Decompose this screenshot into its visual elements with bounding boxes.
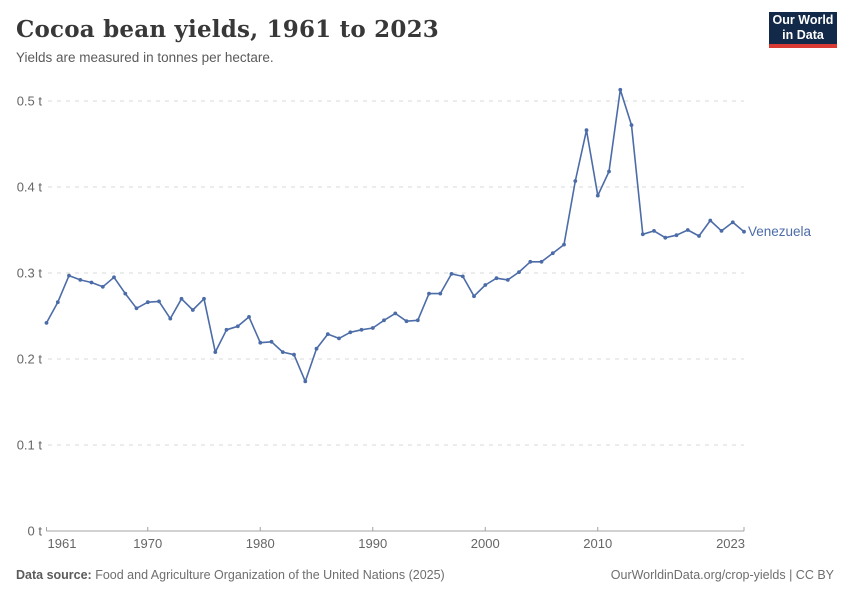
data-point-1962[interactable] [55, 300, 60, 305]
data-point-2022[interactable] [730, 220, 735, 225]
data-point-2019[interactable] [697, 234, 701, 238]
owid-logo-line1: Our World [772, 13, 834, 27]
data-point-2017[interactable] [674, 233, 679, 238]
data-point-1976[interactable] [213, 350, 218, 354]
data-point-1965[interactable] [89, 280, 94, 285]
y-tick-label-0.3t: 0.3 t [17, 266, 43, 281]
data-point-2007[interactable] [562, 242, 566, 247]
data-source-note: Data source: Food and Agriculture Organi… [16, 568, 445, 582]
data-point-1970[interactable] [145, 300, 150, 305]
data-point-1987[interactable] [337, 336, 341, 341]
x-tick-label-1970: 1970 [133, 536, 162, 551]
data-point-1964[interactable] [78, 278, 83, 282]
data-point-1997[interactable] [449, 272, 454, 276]
data-point-1982[interactable] [280, 350, 285, 354]
x-tick-label-1961: 1961 [48, 536, 77, 551]
data-point-1975[interactable] [202, 296, 206, 301]
data-point-2010[interactable] [595, 193, 600, 198]
data-point-1991[interactable] [382, 318, 386, 323]
data-point-1963[interactable] [67, 273, 71, 278]
data-point-1980[interactable] [258, 340, 263, 345]
footer-link[interactable]: OurWorldinData.org/crop-yields | CC BY [610, 568, 834, 582]
chart-footer: Data source: Food and Agriculture Organi… [16, 568, 834, 582]
y-tick-label-0.2t: 0.2 t [17, 352, 43, 367]
data-point-1989[interactable] [359, 327, 364, 332]
data-source-text: Food and Agriculture Organization of the… [91, 568, 445, 582]
data-point-2021[interactable] [719, 229, 724, 233]
data-point-1986[interactable] [325, 332, 330, 336]
y-tick-label-0.1t: 0.1 t [17, 438, 43, 453]
data-point-1993[interactable] [404, 319, 409, 324]
data-point-1969[interactable] [134, 306, 139, 311]
x-tick-label-2023: 2023 [716, 536, 745, 551]
data-point-1973[interactable] [179, 296, 184, 301]
data-point-2005[interactable] [539, 259, 544, 264]
data-point-1995[interactable] [427, 291, 431, 296]
data-point-1983[interactable] [292, 352, 296, 357]
data-point-1979[interactable] [247, 315, 251, 319]
y-tick-label-0.5t: 0.5 t [17, 94, 43, 109]
data-point-2013[interactable] [629, 123, 634, 127]
data-point-1972[interactable] [168, 316, 173, 321]
data-point-1996[interactable] [438, 291, 443, 296]
x-tick-label-1990: 1990 [358, 536, 387, 551]
chart-subtitle: Yields are measured in tonnes per hectar… [16, 50, 274, 65]
series-line-venezuela[interactable] [45, 89, 745, 383]
data-point-1985[interactable] [314, 346, 319, 351]
data-point-1984[interactable] [303, 379, 308, 384]
y-tick-label-0t: 0 t [28, 524, 43, 539]
data-point-2012[interactable] [618, 87, 623, 92]
data-point-1994[interactable] [415, 318, 420, 323]
y-tick-label-0.4t: 0.4 t [17, 180, 43, 195]
data-point-1971[interactable] [157, 299, 161, 304]
data-point-2018[interactable] [685, 228, 690, 232]
data-point-1977[interactable] [224, 327, 229, 332]
data-point-1992[interactable] [393, 311, 398, 316]
data-point-1981[interactable] [269, 339, 274, 344]
data-point-2000[interactable] [483, 283, 488, 287]
x-tick-label-1980: 1980 [246, 536, 275, 551]
data-point-1967[interactable] [112, 275, 116, 280]
data-point-1999[interactable] [472, 294, 476, 299]
data-point-2002[interactable] [505, 278, 510, 282]
data-point-1974[interactable] [190, 308, 195, 312]
owid-logo-line2: in Data [782, 28, 824, 42]
data-point-2009[interactable] [584, 128, 589, 133]
data-point-2011[interactable] [607, 169, 611, 174]
data-point-1990[interactable] [370, 326, 375, 330]
x-tick-label-2000: 2000 [471, 536, 500, 551]
data-point-2003[interactable] [517, 270, 521, 274]
data-point-1988[interactable] [348, 330, 353, 335]
data-source-label: Data source: [16, 568, 92, 582]
data-point-2016[interactable] [663, 235, 668, 240]
owid-logo[interactable]: Our World in Data [769, 12, 837, 48]
data-point-2020[interactable] [708, 218, 713, 223]
data-point-2006[interactable] [550, 251, 555, 256]
data-point-2023[interactable] [742, 229, 746, 234]
data-point-1968[interactable] [123, 291, 128, 296]
data-point-2008[interactable] [573, 179, 578, 183]
data-point-1998[interactable] [460, 274, 465, 279]
data-point-2015[interactable] [652, 229, 656, 233]
data-point-1966[interactable] [100, 284, 105, 289]
data-point-1978[interactable] [235, 324, 240, 329]
data-point-2004[interactable] [528, 259, 533, 264]
data-point-2014[interactable] [640, 232, 645, 237]
chart-title: Cocoa bean yields, 1961 to 2023 [16, 16, 439, 43]
series-label-venezuela[interactable]: Venezuela [748, 224, 812, 239]
data-point-1961[interactable] [44, 321, 49, 325]
x-tick-label-2010: 2010 [583, 536, 612, 551]
data-point-2001[interactable] [494, 276, 499, 281]
